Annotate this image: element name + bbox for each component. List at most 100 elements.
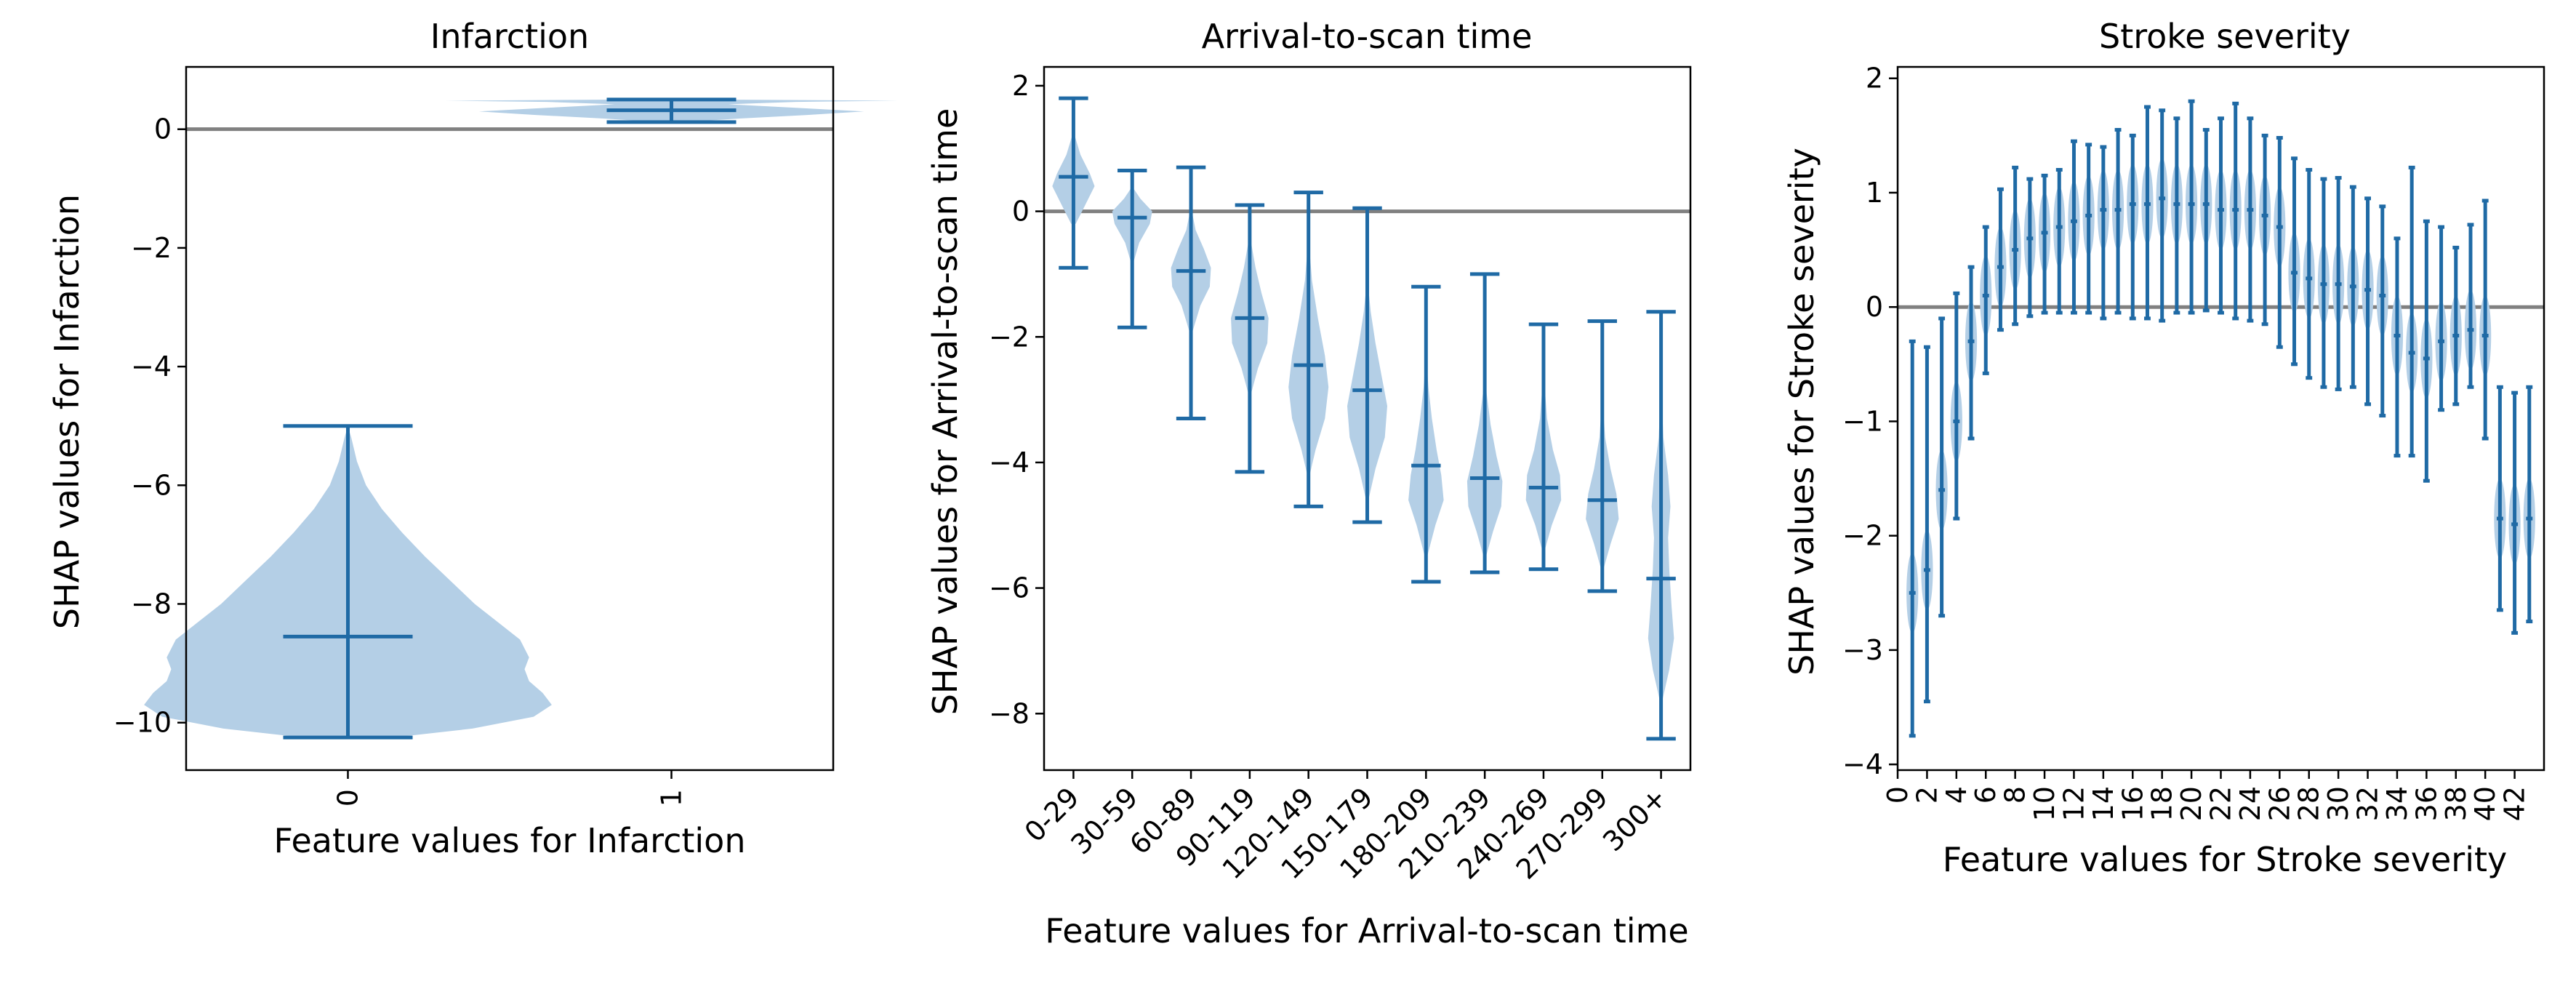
panel-arrival-violin: [1646, 310, 1676, 741]
panel-infarction-xtick-label: 0: [332, 789, 364, 806]
panel-stroke-violin: [2141, 105, 2154, 321]
panel-stroke-xtick-label: 40: [2469, 786, 2501, 821]
panel-infarction-ytick-label: −6: [131, 469, 172, 501]
panel-stroke-violin: [2449, 245, 2462, 407]
panel-infarction-ylabel: SHAP values for Infarction: [47, 194, 87, 629]
panel-arrival-violin: [1171, 165, 1211, 420]
panel-infarction-violin: [445, 97, 898, 124]
panel-stroke-ytick-label: 0: [1866, 291, 1883, 323]
panel-arrival-violin: [1347, 206, 1387, 524]
panel-stroke-violin: [2127, 133, 2139, 321]
panel-arrival-ytick-label: 2: [1012, 70, 1030, 102]
panel-stroke-violin: [2274, 135, 2286, 349]
panel-stroke-xtick-label: 16: [2116, 786, 2148, 821]
panel-infarction-xtick-label: 1: [656, 789, 688, 806]
panel-arrival-violin: [1525, 322, 1562, 572]
panel-infarction-ytick-label: −8: [131, 588, 172, 620]
panel-infarction-ytick-label: −2: [131, 232, 172, 264]
panel-arrival-ytick-label: 0: [1012, 196, 1030, 228]
panel-stroke-violin: [2229, 101, 2242, 321]
panel-stroke-violin: [2200, 127, 2212, 313]
panel-arrival-ytick-label: −2: [989, 321, 1030, 353]
panel-arrival-violin: [1466, 272, 1503, 574]
panel-stroke-violin: [2523, 385, 2535, 624]
panel-stroke-violin: [1906, 339, 1919, 738]
panel-stroke-violin: [2215, 116, 2227, 315]
panel-arrival-violin: [1052, 96, 1095, 270]
panel-stroke-violin: [2508, 391, 2521, 635]
panel-arrival-violin: [1408, 284, 1444, 584]
panel-stroke-xtick-label: 22: [2205, 786, 2237, 821]
panel-stroke-xtick-label: 8: [1999, 786, 2031, 804]
panel-arrival-violin: [1112, 168, 1152, 329]
panel-infarction-title: Infarction: [430, 17, 589, 56]
panel-stroke-violin: [2317, 177, 2330, 389]
panel-stroke-violin: [1980, 225, 1992, 375]
panel-stroke-xtick-label: 6: [1970, 786, 2002, 804]
panel-stroke-violin: [2435, 225, 2447, 412]
panel-infarction: Infarction Feature values for Infarction…: [47, 17, 898, 860]
panel-stroke-ytick-label: −3: [1842, 634, 1883, 666]
panel-stroke-violin: [1935, 316, 1948, 618]
panel-stroke-violin: [2332, 176, 2345, 391]
panel-stroke-violin: [2156, 108, 2168, 323]
panel-stroke-xtick-label: 10: [2029, 786, 2061, 821]
panel-stroke-violin: [2376, 204, 2388, 418]
panel-stroke-ytick-label: −1: [1842, 405, 1883, 437]
panel-arrival-xtick-label: 300+: [1597, 781, 1673, 857]
panel-stroke-violin: [1965, 265, 1978, 441]
panel-stroke-title: Stroke severity: [2099, 17, 2351, 56]
panel-stroke-violin: [2288, 156, 2300, 367]
panel-stroke-xtick-label: 30: [2322, 786, 2354, 821]
panel-stroke-violin: [2244, 116, 2256, 323]
panel-arrival-violin: [1586, 319, 1619, 593]
panel-stroke-violin: [2111, 127, 2124, 315]
panel-arrival-violin: [1288, 191, 1329, 508]
panel-stroke-xtick-label: 34: [2381, 786, 2413, 821]
panel-stroke-xtick-label: 18: [2146, 786, 2178, 821]
panel-arrival-title: Arrival-to-scan time: [1202, 17, 1533, 56]
panel-stroke-violin: [2362, 196, 2374, 407]
panel-stroke-xtick-label: 42: [2499, 786, 2531, 821]
panel-stroke-violin: [2420, 219, 2433, 483]
panel-stroke-violin: [2170, 116, 2183, 315]
panel-stroke-xlabel: Feature values for Stroke severity: [1943, 840, 2508, 879]
panel-stroke-xtick-label: 32: [2352, 786, 2384, 821]
panel-stroke-violin: [2479, 199, 2492, 441]
panel-stroke-violin: [2186, 99, 2198, 315]
panel-stroke-ytick-label: 1: [1866, 177, 1883, 209]
panel-arrival-ytick-label: −8: [989, 697, 1030, 729]
panel-arrival-ylabel: SHAP values for Arrival-to-scan time: [926, 108, 965, 716]
panel-arrival-to-scan: Arrival-to-scan time Feature values for …: [926, 17, 1692, 950]
panel-stroke-violin: [2494, 385, 2506, 612]
panel-stroke-violin: [2406, 165, 2418, 458]
panel-stroke-violin: [2038, 173, 2051, 315]
panel-stroke-xtick-label: 38: [2440, 786, 2472, 821]
panel-stroke-violin: [2009, 165, 2021, 327]
panel-arrival-ytick-label: −4: [989, 447, 1030, 479]
panel-stroke-violin: [2464, 223, 2477, 389]
panel-stroke-xtick-label: 28: [2293, 786, 2325, 821]
panel-stroke-severity: Stroke severity Feature values for Strok…: [1782, 17, 2545, 879]
panel-stroke-violin: [2259, 133, 2271, 327]
panel-stroke-xtick-label: 4: [1941, 786, 1973, 804]
panel-stroke-violin: [2303, 168, 2315, 380]
panel-stroke-xtick-label: 26: [2263, 786, 2295, 821]
panel-stroke-xtick-label: 20: [2175, 786, 2207, 821]
panel-arrival-violin: [1231, 203, 1269, 474]
panel-arrival-ytick-label: −6: [989, 572, 1030, 604]
panel-stroke-xtick-label: 0: [1882, 786, 1914, 804]
panel-infarction-violin: [144, 424, 552, 740]
panel-arrival-xlabel: Feature values for Arrival-to-scan time: [1045, 911, 1688, 950]
panel-stroke-xtick-label: 2: [1911, 786, 1943, 804]
panel-stroke-xtick-label: 12: [2058, 786, 2090, 821]
panel-stroke-ytick-label: −2: [1842, 520, 1883, 552]
panel-stroke-violin: [1994, 187, 2007, 332]
panel-stroke-violin: [1921, 345, 1933, 704]
panel-stroke-violin: [2347, 185, 2359, 389]
panel-stroke-violin: [2097, 145, 2109, 321]
panel-infarction-ytick-label: 0: [154, 113, 172, 145]
panel-stroke-xtick-label: 36: [2410, 786, 2442, 821]
panel-stroke-violin: [2068, 139, 2080, 315]
